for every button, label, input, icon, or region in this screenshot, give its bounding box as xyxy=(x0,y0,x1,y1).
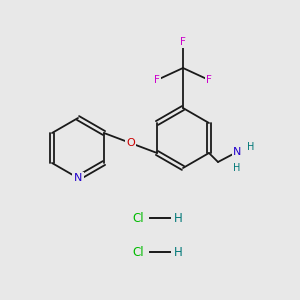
Text: F: F xyxy=(154,75,160,85)
Text: N: N xyxy=(233,147,241,157)
Text: F: F xyxy=(206,75,212,85)
Text: H: H xyxy=(174,245,182,259)
Text: H: H xyxy=(233,163,241,173)
Text: Cl: Cl xyxy=(132,245,144,259)
Text: O: O xyxy=(126,138,135,148)
Text: N: N xyxy=(74,173,82,183)
Text: Cl: Cl xyxy=(132,212,144,224)
Text: F: F xyxy=(180,37,186,47)
Text: H: H xyxy=(174,212,182,224)
Text: H: H xyxy=(247,142,255,152)
